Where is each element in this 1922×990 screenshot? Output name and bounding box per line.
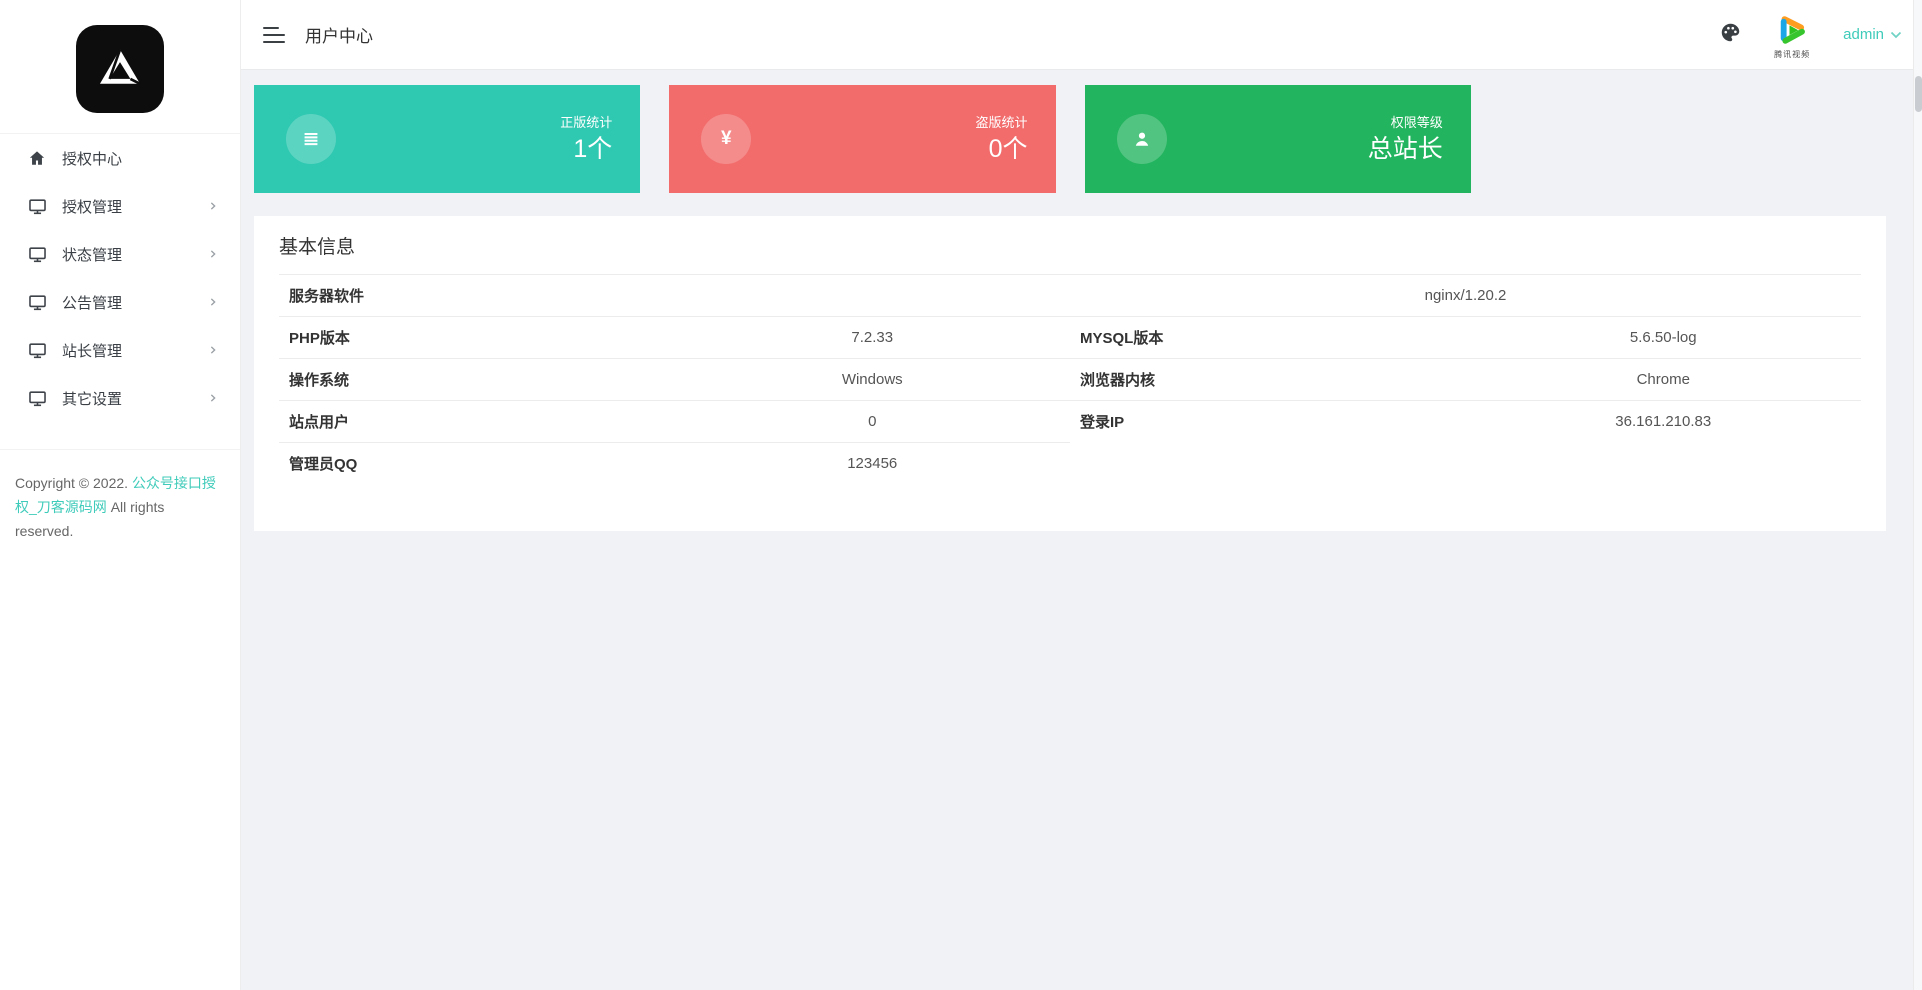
table-row: PHP版本 7.2.33 MYSQL版本 5.6.50-log bbox=[279, 316, 1861, 359]
info-value: 36.161.210.83 bbox=[1465, 400, 1861, 443]
table-row: 管理员QQ 123456 bbox=[279, 442, 1861, 485]
copyright-prefix: Copyright © 2022. bbox=[15, 475, 129, 491]
info-value: 0 bbox=[674, 400, 1070, 443]
sidebar-item-label: 状态管理 bbox=[62, 246, 123, 264]
yen-icon: ¥ bbox=[701, 114, 752, 164]
stat-card-genuine: 正版统计 1个 bbox=[254, 85, 641, 193]
scrollbar-thumb[interactable] bbox=[1915, 76, 1922, 112]
main-area: 用户中心 腾讯视频 bbox=[241, 0, 1922, 531]
sidebar-menu: 授权中心 授权管理 状态管理 公告管理 bbox=[0, 133, 240, 422]
monitor-icon bbox=[28, 389, 47, 408]
stat-card-permission: 权限等级 总站长 bbox=[1084, 85, 1471, 193]
sidebar-item-auth-manage[interactable]: 授权管理 bbox=[0, 182, 240, 230]
stat-label: 权限等级 bbox=[1390, 114, 1443, 130]
info-value: 123456 bbox=[674, 442, 1070, 485]
avatar-caption: 腾讯视频 bbox=[1774, 49, 1811, 59]
info-label: PHP版本 bbox=[279, 316, 675, 359]
sidebar-item-status-manage[interactable]: 状态管理 bbox=[0, 230, 240, 278]
table-row: 站点用户 0 登录IP 36.161.210.83 bbox=[279, 400, 1861, 443]
chevron-right-icon bbox=[208, 345, 218, 355]
sidebar-item-auth-center[interactable]: 授权中心 bbox=[0, 134, 240, 182]
stat-label: 正版统计 bbox=[560, 114, 613, 130]
stat-value: 0个 bbox=[988, 134, 1028, 163]
copyright: Copyright © 2022. 公众号接口授权_刀客源码网 All righ… bbox=[0, 449, 240, 543]
app-logo[interactable] bbox=[76, 25, 164, 113]
info-label: MYSQL版本 bbox=[1070, 316, 1466, 359]
info-label: 操作系统 bbox=[279, 358, 675, 401]
list-icon bbox=[286, 114, 336, 164]
stat-value: 1个 bbox=[573, 134, 613, 163]
monitor-icon bbox=[28, 341, 47, 360]
username: admin bbox=[1843, 26, 1884, 43]
chevron-right-icon bbox=[208, 297, 218, 307]
info-value: Chrome bbox=[1465, 358, 1861, 401]
info-label: 服务器软件 bbox=[279, 274, 675, 317]
info-value: 7.2.33 bbox=[674, 316, 1070, 359]
panel-title: 基本信息 bbox=[279, 237, 356, 258]
sidebar-item-notice-manage[interactable]: 公告管理 bbox=[0, 278, 240, 326]
info-label: 浏览器内核 bbox=[1070, 358, 1466, 401]
chevron-right-icon bbox=[208, 393, 218, 403]
empty-grid-cell bbox=[1500, 85, 1886, 193]
page-title: 用户中心 bbox=[305, 27, 373, 46]
sidebar: 授权中心 授权管理 状态管理 公告管理 bbox=[0, 0, 241, 990]
monitor-icon bbox=[28, 293, 47, 312]
sidebar-item-webmaster-manage[interactable]: 站长管理 bbox=[0, 326, 240, 374]
table-row: 操作系统 Windows 浏览器内核 Chrome bbox=[279, 358, 1861, 401]
chevron-down-icon bbox=[1890, 26, 1902, 44]
sidebar-item-label: 公告管理 bbox=[62, 294, 123, 312]
copyright-suffix: All rights reserved. bbox=[15, 499, 165, 539]
content: 正版统计 1个 ¥ 盗版统计 0个 权限等级 总站长 bbox=[241, 70, 1922, 531]
theme-palette-icon[interactable] bbox=[1720, 22, 1741, 48]
home-icon bbox=[28, 149, 47, 168]
info-label: 登录IP bbox=[1070, 400, 1466, 443]
info-label: 站点用户 bbox=[279, 400, 675, 443]
info-spacer bbox=[674, 274, 1070, 317]
info-table: 服务器软件 nginx/1.20.2 PHP版本 7.2.33 MYSQL版本 … bbox=[279, 274, 1861, 485]
table-row: 服务器软件 nginx/1.20.2 bbox=[279, 274, 1861, 317]
user-icon bbox=[1116, 114, 1167, 164]
monitor-icon bbox=[28, 245, 47, 264]
info-value: nginx/1.20.2 bbox=[1070, 274, 1861, 317]
sidebar-item-other-settings[interactable]: 其它设置 bbox=[0, 374, 240, 422]
info-value: 5.6.50-log bbox=[1465, 316, 1861, 359]
tencent-video-logo-icon bbox=[1772, 15, 1812, 54]
user-dropdown[interactable]: admin bbox=[1843, 26, 1902, 44]
logo-wrap bbox=[0, 0, 240, 113]
chevron-right-icon bbox=[208, 249, 218, 259]
info-spacer bbox=[1070, 443, 1861, 485]
drive-triangle-icon bbox=[94, 41, 146, 98]
info-label: 管理员QQ bbox=[279, 442, 675, 485]
chevron-right-icon bbox=[208, 201, 218, 211]
sidebar-item-label: 授权中心 bbox=[62, 150, 123, 168]
topbar: 用户中心 腾讯视频 bbox=[241, 0, 1922, 70]
stat-card-pirated: ¥ 盗版统计 0个 bbox=[669, 85, 1056, 193]
sidebar-item-label: 授权管理 bbox=[62, 198, 123, 216]
monitor-icon bbox=[28, 197, 47, 216]
stat-cards: 正版统计 1个 ¥ 盗版统计 0个 权限等级 总站长 bbox=[254, 85, 1886, 193]
sidebar-item-label: 其它设置 bbox=[62, 390, 123, 408]
stat-value: 总站长 bbox=[1367, 134, 1443, 163]
topbar-right: 腾讯视频 admin bbox=[1720, 10, 1902, 60]
menu-toggle-icon[interactable] bbox=[263, 26, 285, 43]
user-avatar[interactable]: 腾讯视频 bbox=[1765, 10, 1819, 60]
info-panel: 基本信息 服务器软件 nginx/1.20.2 PHP版本 7.2.33 MYS… bbox=[254, 216, 1886, 531]
sidebar-item-label: 站长管理 bbox=[62, 342, 123, 360]
copyright-link[interactable]: 公众号接口授权_刀客源码网 bbox=[15, 475, 216, 515]
stat-label: 盗版统计 bbox=[975, 114, 1028, 130]
vertical-scrollbar[interactable] bbox=[1913, 0, 1922, 990]
info-value: Windows bbox=[674, 358, 1070, 401]
